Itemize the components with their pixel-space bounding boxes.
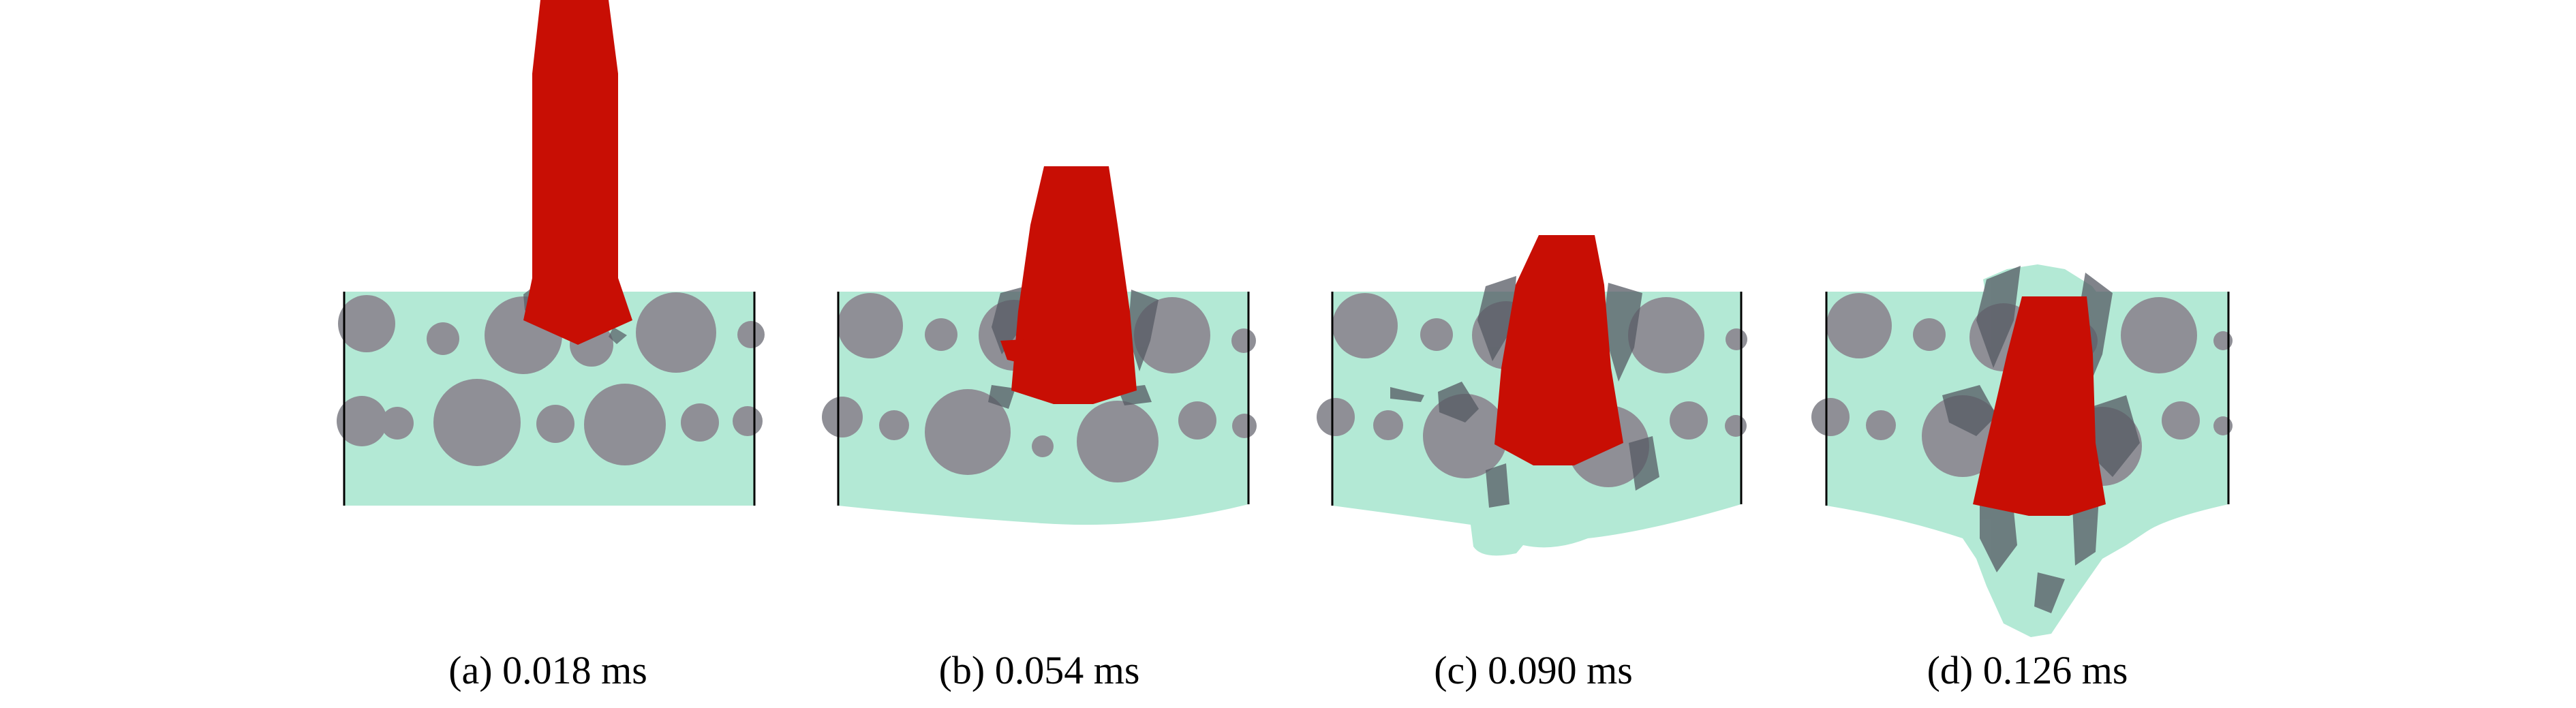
aggregate bbox=[879, 410, 909, 440]
aggregate bbox=[1726, 328, 1747, 350]
aggregate bbox=[1332, 293, 1398, 358]
panel-c bbox=[1317, 235, 1747, 556]
projectile-b bbox=[1011, 166, 1137, 404]
aggregate bbox=[1032, 435, 1054, 457]
aggregate bbox=[2162, 401, 2200, 440]
aggregate bbox=[2121, 297, 2197, 373]
aggregate bbox=[2213, 416, 2233, 435]
panel-a bbox=[337, 0, 765, 506]
aggregate bbox=[427, 322, 459, 355]
aggregate bbox=[1866, 410, 1896, 440]
aggregate bbox=[1826, 293, 1892, 358]
aggregate bbox=[1913, 318, 1946, 351]
aggregate bbox=[1317, 398, 1355, 436]
aggregate bbox=[925, 318, 957, 351]
aggregate bbox=[1232, 414, 1257, 438]
panel-b bbox=[822, 166, 1257, 525]
aggregate bbox=[838, 293, 903, 358]
aggregate bbox=[1178, 401, 1216, 440]
caption-a: (a) 0.018 ms bbox=[448, 648, 647, 692]
aggregate bbox=[1373, 410, 1403, 440]
aggregate bbox=[1670, 401, 1708, 440]
aggregate bbox=[1725, 415, 1747, 437]
aggregate bbox=[1811, 398, 1850, 436]
aggregate bbox=[1423, 394, 1507, 478]
aggregate bbox=[1628, 297, 1704, 373]
projectile-a bbox=[523, 0, 632, 345]
aggregate bbox=[1077, 401, 1159, 482]
aggregate bbox=[1231, 328, 1256, 353]
aggregate bbox=[381, 407, 414, 440]
projectile-d bbox=[1973, 296, 2106, 516]
caption-c: (c) 0.090 ms bbox=[1434, 648, 1633, 692]
damage-c bbox=[1390, 276, 1659, 508]
aggregate bbox=[733, 406, 763, 436]
aggregates-a bbox=[337, 292, 765, 466]
aggregate bbox=[822, 397, 863, 437]
aggregate bbox=[337, 396, 387, 446]
aggregate bbox=[338, 295, 395, 352]
aggregate bbox=[925, 389, 1011, 475]
aggregate bbox=[2213, 331, 2233, 350]
caption-b: (b) 0.054 ms bbox=[938, 648, 1140, 692]
projectile-c bbox=[1494, 235, 1623, 465]
caption-d: (d) 0.126 ms bbox=[1927, 648, 2128, 692]
aggregate bbox=[433, 379, 521, 466]
aggregate bbox=[584, 384, 666, 465]
aggregate bbox=[1420, 318, 1453, 351]
aggregate bbox=[737, 321, 765, 348]
aggregate bbox=[536, 405, 574, 443]
aggregate bbox=[681, 403, 719, 442]
projectile-fragment-b bbox=[1000, 339, 1024, 363]
aggregate bbox=[636, 292, 716, 373]
aggregates-b bbox=[822, 293, 1257, 482]
panel-d bbox=[1811, 264, 2233, 637]
